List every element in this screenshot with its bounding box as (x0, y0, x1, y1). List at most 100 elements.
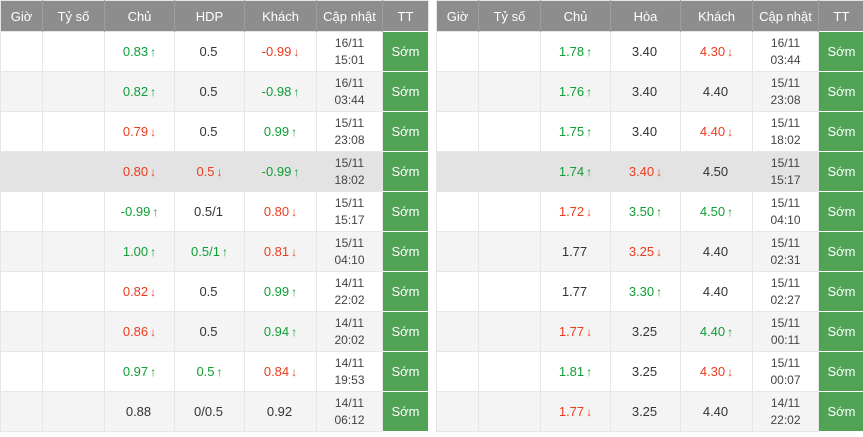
odds-row[interactable]: 0.79 ↓ 0.5 0.99 ↑ 15/11 23:08 Sớm (0, 111, 429, 152)
odds-row[interactable]: 0.83 ↑ 0.5 -0.99 ↓ 16/11 15:01 Sớm (0, 31, 429, 72)
home-odds-value: 1.00 (122, 244, 149, 259)
odds-row[interactable]: 0.80 ↓ 0.5 ↓ -0.99 ↑ 15/11 18:02 Sớm (0, 151, 429, 192)
update-time-cell: 15/11 15:17 (752, 151, 819, 192)
away-odds-cell: -0.99 ↓ (244, 31, 317, 72)
odds-row[interactable]: 1.72 ↓ 3.50 ↑ 4.50 ↑ 15/11 04:10 Sớm (436, 191, 863, 232)
status-cell: Sớm (382, 231, 429, 272)
odds-row[interactable]: 0.97 ↑ 0.5 ↑ 0.84 ↓ 14/11 19:53 Sớm (0, 351, 429, 392)
mid-odds-value: 3.25 (631, 324, 658, 339)
odds-row[interactable]: 0.82 ↓ 0.5 0.99 ↑ 14/11 22:02 Sớm (0, 271, 429, 312)
mid-odds-cell: 0.5/1 (174, 191, 245, 232)
update-time: 00:11 (770, 332, 801, 347)
home-odds-value: 0.82 (122, 84, 149, 99)
away-odds-cell: 0.80 ↓ (244, 191, 317, 232)
update-time: 20:02 (334, 332, 365, 347)
away-odds-cell: 4.40 ↓ (680, 111, 753, 152)
status-cell: Sớm (818, 31, 863, 72)
status-badge: Sớm (391, 364, 420, 379)
update-time-cell: 15/11 18:02 (316, 151, 383, 192)
trend-arrow-icon: ↓ (291, 365, 298, 379)
status-cell: Sớm (382, 311, 429, 352)
mid-odds-value: 3.40 (628, 164, 655, 179)
odds-row[interactable]: 1.77 3.30 ↑ 4.40 15/11 02:27 Sớm (436, 271, 863, 312)
status-badge: Sớm (391, 244, 420, 259)
odds-row[interactable]: 0.88 0/0.5 0.92 14/11 06:12 Sớm (0, 391, 429, 432)
odds-row[interactable]: 1.00 ↑ 0.5/1 ↑ 0.81 ↓ 15/11 04:10 Sớm (0, 231, 429, 272)
odds-row[interactable]: 1.77 ↓ 3.25 4.40 14/11 22:02 Sớm (436, 391, 863, 432)
home-odds-value: 0.79 (122, 124, 149, 139)
mid-odds-cell: 0.5/1 ↑ (174, 231, 245, 272)
home-odds-value: 0.97 (122, 364, 149, 379)
odds-row[interactable]: 1.75 ↑ 3.40 4.40 ↓ 15/11 18:02 Sớm (436, 111, 863, 152)
update-time-cell: 15/11 15:17 (316, 191, 383, 232)
status-badge: Sớm (827, 364, 856, 379)
home-odds-cell: 1.81 ↑ (540, 351, 611, 392)
score-cell (478, 71, 541, 112)
odds-row[interactable]: 1.76 ↑ 3.40 4.40 15/11 23:08 Sớm (436, 71, 863, 112)
trend-arrow-icon: ↑ (291, 125, 298, 139)
odds-row[interactable]: 1.78 ↑ 3.40 4.30 ↓ 16/11 03:44 Sớm (436, 31, 863, 72)
odds-row[interactable]: 1.74 ↑ 3.40 ↓ 4.50 15/11 15:17 Sớm (436, 151, 863, 192)
status-badge: Sớm (827, 204, 856, 219)
status-cell: Sớm (818, 271, 863, 312)
trend-arrow-icon: ↑ (150, 245, 157, 259)
away-odds-value: 4.40 (702, 404, 729, 419)
away-odds-cell: 4.40 (680, 231, 753, 272)
mid-odds-value: 3.25 (631, 364, 658, 379)
update-time-cell: 16/11 03:44 (316, 71, 383, 112)
odds-row[interactable]: 1.77 3.25 ↓ 4.40 15/11 02:31 Sớm (436, 231, 863, 272)
status-badge: Sớm (391, 404, 420, 419)
status-badge: Sớm (827, 124, 856, 139)
update-time-cell: 14/11 06:12 (316, 391, 383, 432)
away-odds-value: 0.99 (263, 124, 290, 139)
odds-row[interactable]: 0.82 ↑ 0.5 -0.98 ↑ 16/11 03:44 Sớm (0, 71, 429, 112)
odds-row[interactable]: 1.77 ↓ 3.25 4.40 ↑ 15/11 00:11 Sớm (436, 311, 863, 352)
trend-arrow-icon: ↑ (293, 165, 300, 179)
update-date: 15/11 (770, 196, 801, 211)
header-time: Giờ (0, 0, 43, 32)
update-time: 15:17 (334, 212, 365, 227)
update-time-cell: 15/11 02:27 (752, 271, 819, 312)
status-cell: Sớm (382, 111, 429, 152)
trend-arrow-icon: ↓ (727, 365, 734, 379)
time-cell (436, 311, 479, 352)
home-odds-value: 1.78 (558, 44, 585, 59)
mid-odds-cell: 3.50 ↑ (610, 191, 681, 232)
trend-arrow-icon: ↑ (291, 325, 298, 339)
home-odds-value: 0.86 (122, 324, 149, 339)
score-cell (42, 151, 105, 192)
time-cell (0, 31, 43, 72)
status-badge: Sớm (391, 164, 420, 179)
odds-row[interactable]: -0.99 ↑ 0.5/1 0.80 ↓ 15/11 15:17 Sớm (0, 191, 429, 232)
away-odds-value: -0.98 (261, 84, 292, 99)
update-date: 15/11 (334, 236, 365, 251)
update-time-cell: 15/11 04:10 (752, 191, 819, 232)
update-time: 23:08 (334, 132, 365, 147)
status-badge: Sớm (827, 84, 856, 99)
away-odds-value: 4.30 (699, 364, 726, 379)
away-odds-cell: 0.94 ↑ (244, 311, 317, 352)
status-cell: Sớm (382, 151, 429, 192)
home-odds-value: 1.77 (561, 244, 588, 259)
time-cell (0, 71, 43, 112)
odds-row[interactable]: 1.81 ↑ 3.25 4.30 ↓ 15/11 00:07 Sớm (436, 351, 863, 392)
away-odds-value: -0.99 (261, 44, 292, 59)
away-odds-cell: -0.99 ↑ (244, 151, 317, 192)
score-cell (42, 111, 105, 152)
time-cell (0, 151, 43, 192)
home-odds-cell: 1.75 ↑ (540, 111, 611, 152)
trend-arrow-icon: ↓ (291, 245, 298, 259)
odds-row[interactable]: 0.86 ↓ 0.5 0.94 ↑ 14/11 20:02 Sớm (0, 311, 429, 352)
status-badge: Sớm (391, 44, 420, 59)
trend-arrow-icon: ↑ (656, 205, 663, 219)
mid-odds-cell: 0.5 ↑ (174, 351, 245, 392)
update-time-cell: 14/11 20:02 (316, 311, 383, 352)
update-time: 22:02 (770, 412, 801, 427)
away-odds-cell: 4.40 ↑ (680, 311, 753, 352)
away-odds-value: 4.40 (699, 124, 726, 139)
trend-arrow-icon: ↑ (291, 285, 298, 299)
mid-odds-value: 3.25 (628, 244, 655, 259)
update-date: 14/11 (334, 396, 365, 411)
update-date: 14/11 (334, 276, 365, 291)
status-cell: Sớm (382, 391, 429, 432)
